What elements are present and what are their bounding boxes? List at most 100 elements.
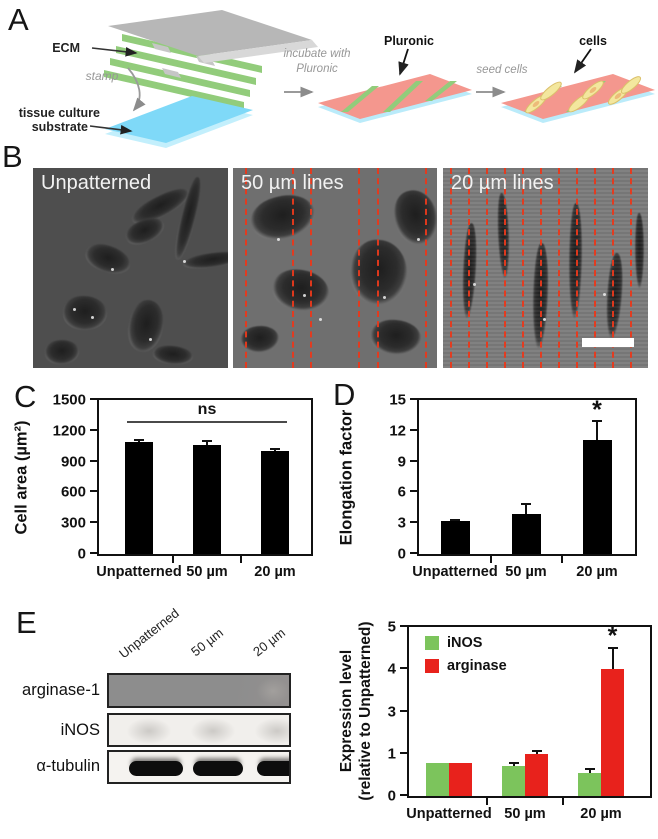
stamp-ridge — [152, 43, 171, 53]
scale-bar — [582, 338, 634, 347]
x-category-label: 50 µm — [505, 564, 547, 580]
cell-cores — [532, 87, 622, 107]
y-tick-label: 9 — [397, 453, 406, 471]
x-category-label: Unpatterned — [406, 806, 492, 822]
pluronic-surface — [318, 74, 472, 119]
data-bar — [511, 513, 541, 554]
incubate-step-line1: incubate with — [283, 48, 350, 60]
legend-label: iNOS — [447, 635, 483, 651]
stamp-label: stamp — [86, 69, 119, 83]
cell-body — [63, 296, 107, 330]
data-bar — [601, 669, 624, 796]
seeded-substrate — [501, 74, 655, 123]
error-bar-cap — [270, 448, 280, 451]
substrate-label-line2: substrate — [32, 120, 88, 134]
pattern-line — [292, 168, 294, 368]
stamp-arrow — [127, 67, 146, 112]
x-category-label: 20 µm — [580, 806, 622, 822]
error-bar-cap — [607, 647, 618, 650]
cell-body — [389, 186, 437, 248]
y-tick-mark — [90, 552, 97, 554]
x-tick-mark — [486, 798, 488, 805]
incubate-step-line2: Pluronic — [296, 63, 338, 75]
cell-body — [270, 266, 332, 314]
y-tick-mark — [90, 490, 97, 493]
pattern-line — [310, 168, 312, 368]
y-tick-mark — [400, 709, 407, 712]
y-tick-label: 900 — [60, 453, 86, 471]
ecm-line — [341, 86, 379, 112]
cell-body — [182, 248, 228, 272]
inos-blot-image — [107, 713, 291, 747]
cell-speck — [111, 268, 114, 271]
protein-band — [129, 761, 183, 776]
error-bar-cap — [450, 518, 460, 521]
y-tick-label: 0 — [387, 787, 396, 805]
pattern-line — [468, 168, 470, 368]
pattern-line — [630, 168, 632, 368]
y-tick-label: 1500 — [52, 391, 86, 409]
pattern-line — [522, 168, 524, 368]
cell-core — [614, 93, 622, 99]
error-bar — [611, 648, 614, 670]
cell-speck — [277, 238, 280, 241]
error-bar — [525, 503, 527, 514]
cell-speck — [473, 283, 476, 286]
x-category-label: Unpatterned — [412, 564, 498, 580]
x-tick-mark — [560, 556, 563, 563]
y-tick-mark — [400, 751, 407, 754]
pattern-line — [358, 168, 360, 368]
ns-bracket-line — [127, 420, 287, 423]
y-tick-mark — [410, 552, 417, 554]
x-tick-mark — [240, 556, 242, 563]
cell-spindle — [620, 76, 642, 94]
micrograph-caption: 20 µm lines — [451, 172, 554, 194]
y-tick-label: 300 — [60, 514, 86, 532]
panel-e-label: E — [16, 605, 37, 640]
ecm-arrow — [91, 47, 138, 57]
panel-b-label: B — [2, 139, 23, 174]
pattern-line — [245, 168, 247, 368]
cell-body — [44, 338, 80, 366]
panel-c-label: C — [14, 379, 37, 414]
data-bar — [582, 440, 612, 554]
pattern-line — [558, 168, 560, 368]
ecm-stripe — [104, 70, 244, 109]
pluronic-surface — [501, 74, 655, 119]
y-tick-label: 15 — [389, 391, 406, 409]
x-category-label: 50 µm — [504, 806, 546, 822]
plot-area: 0 3 6 9 12 15 Unpatterned 50 µm 20 µm * — [389, 392, 637, 580]
cell-speck — [417, 238, 420, 241]
faint-band — [127, 718, 171, 744]
blot-row-label: arginase-1 — [22, 681, 100, 699]
legend-swatch — [425, 636, 439, 650]
y-axis-title: Expression level (relative to Unpatterne… — [337, 611, 375, 811]
cell-body — [246, 188, 320, 246]
pattern-line — [612, 168, 614, 368]
error-bar-cap — [584, 767, 595, 770]
lane-header-50um: 50 µm — [188, 624, 227, 660]
faint-band — [257, 678, 289, 704]
significance-star: * — [592, 396, 602, 425]
stamp-ridge — [162, 68, 181, 78]
pluronic-arrow — [398, 48, 409, 76]
legend-label: arginase — [447, 658, 507, 674]
data-bar — [502, 765, 525, 796]
y-axis-title: Cell area (µm²) — [12, 420, 31, 535]
error-bar-cap — [521, 502, 531, 505]
error-bar-cap — [531, 749, 542, 752]
pattern-line — [486, 168, 488, 368]
micrograph-20um: 20 µm lines — [443, 168, 648, 368]
y-axis-title-line2: (relative to Unpatterned) — [357, 621, 374, 801]
x-tick-mark — [562, 798, 564, 805]
cell-speck — [149, 338, 152, 341]
cell-body — [635, 213, 644, 288]
protein-band — [193, 761, 243, 776]
micrograph-50um: 50 µm lines — [233, 168, 437, 368]
significance-star: * — [607, 621, 618, 650]
error-bar-cap — [134, 439, 144, 442]
pluronic-label: Pluronic — [384, 34, 434, 48]
cell-speck — [73, 308, 76, 311]
y-tick-mark — [90, 428, 97, 431]
cell-core — [589, 87, 597, 93]
